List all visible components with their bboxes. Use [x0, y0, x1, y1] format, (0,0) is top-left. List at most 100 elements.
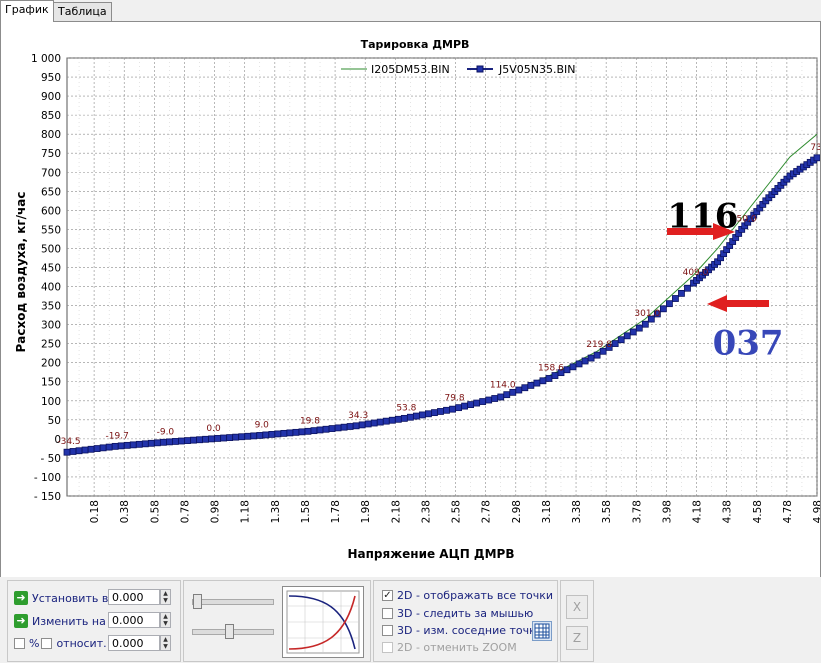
option-cancel-zoom[interactable]: 2D - отменить ZOOM [382, 641, 517, 654]
tab-table[interactable]: Таблица [53, 2, 112, 21]
series-point-J5V05N35.BIN [69, 448, 77, 455]
percent-checkbox[interactable] [14, 638, 25, 649]
series-point-J5V05N35.BIN [238, 433, 246, 441]
x-tick-label: 4.18 [692, 500, 704, 523]
series-point-J5V05N35.BIN [304, 427, 312, 435]
x-tick-label: 0.98 [210, 500, 222, 523]
y-tick-label: 950 [41, 72, 61, 84]
series-point-J5V05N35.BIN [629, 328, 637, 336]
series-point-J5V05N35.BIN [653, 310, 661, 318]
series-point-J5V05N35.BIN [611, 340, 619, 347]
option-edit-neighbors-checkbox[interactable] [382, 625, 393, 636]
series-point-J5V05N35.BIN [220, 434, 228, 442]
series-point-J5V05N35.BIN [617, 336, 625, 344]
x-tick-label: 0.78 [179, 500, 191, 523]
chart-panel: Тарировка ДМРВ Напряжение АЦП ДМРВ Расхо… [0, 21, 821, 578]
series-point-J5V05N35.BIN [406, 413, 414, 421]
relative-checkbox[interactable] [41, 638, 53, 649]
data-label: 19.8 [300, 416, 320, 426]
series-point-J5V05N35.BIN [497, 393, 505, 401]
x-tick-label: 3.58 [601, 500, 613, 523]
option-show-all-points[interactable]: ✓ 2D - отображать все точки [382, 589, 553, 602]
set-arrow-icon[interactable]: ➜ [14, 591, 28, 605]
x-tick-label: 4.38 [722, 500, 734, 523]
option-follow-mouse-checkbox[interactable] [382, 608, 393, 619]
series-point-J5V05N35.BIN [443, 406, 450, 414]
series-point-J5V05N35.BIN [334, 424, 342, 432]
annotation-037: 037 [713, 323, 784, 363]
y-tick-label: - 150 [34, 491, 61, 503]
y-tick-label: 200 [41, 358, 61, 370]
series-point-J5V05N35.BIN [358, 421, 366, 429]
y-tick-label: 450 [41, 262, 61, 274]
series-point-J5V05N35.BIN [581, 357, 589, 365]
series-point-J5V05N35.BIN [328, 425, 336, 432]
curve-preview-button[interactable] [282, 586, 364, 658]
series-point-J5V05N35.BIN [298, 428, 306, 436]
rotation-slider[interactable] [192, 594, 274, 609]
series-point-J5V05N35.BIN [202, 435, 209, 443]
y-tick-label: 100 [41, 396, 61, 408]
option-show-all-points-checkbox[interactable]: ✓ [382, 590, 393, 601]
data-label: 53.8 [396, 403, 416, 413]
y-tick-label: 750 [41, 148, 61, 160]
change-by-spinner[interactable]: ▲ ▼ [160, 612, 171, 628]
change-by-input[interactable]: 0.000 [108, 612, 160, 628]
set-to-spinner[interactable]: ▲ ▼ [160, 589, 171, 605]
series-point-J5V05N35.BIN [141, 440, 149, 448]
x-tick-label: 1.38 [270, 500, 282, 523]
change-arrow-icon[interactable]: ➜ [14, 614, 28, 628]
series-point-J5V05N35.BIN [274, 430, 282, 438]
y-tick-label: 600 [41, 205, 61, 217]
x-tick-label: 4.78 [782, 500, 794, 523]
data-label: -34.5 [57, 437, 80, 447]
data-label: 158.6 [538, 363, 564, 373]
series-point-J5V05N35.BIN [491, 395, 499, 402]
calibration-chart[interactable]: Тарировка ДМРВ Напряжение АЦП ДМРВ Расхо… [1, 22, 820, 577]
chart-title: Тарировка ДМРВ [361, 38, 470, 51]
grid-table-button[interactable] [532, 621, 552, 641]
x-tick-label: 3.38 [571, 500, 583, 523]
series-point-J5V05N35.BIN [346, 423, 354, 430]
series-point-J5V05N35.BIN [184, 437, 191, 444]
z-axis-button[interactable]: Z [566, 626, 588, 650]
change-by-label: Изменить на [32, 614, 106, 628]
series-point-J5V05N35.BIN [370, 419, 378, 427]
series-point-J5V05N35.BIN [503, 391, 511, 399]
y-tick-label: - 100 [34, 472, 61, 484]
data-label: 114.0 [490, 380, 516, 390]
red-arrow-right [667, 223, 735, 240]
series-point-J5V05N35.BIN [449, 405, 456, 413]
option-edit-neighbors[interactable]: 3D - изм. соседние точки [382, 624, 543, 637]
option-follow-mouse[interactable]: 3D - следить за мышью [382, 607, 533, 620]
series-point-J5V05N35.BIN [256, 432, 264, 439]
tab-graph[interactable]: График [0, 0, 54, 22]
y-axis-label: Расход воздуха, кг/час [14, 191, 28, 352]
series-point-J5V05N35.BIN [376, 418, 384, 426]
set-to-input[interactable]: 0.000 [108, 589, 160, 605]
elevation-slider[interactable] [192, 624, 274, 639]
data-label: -19.7 [106, 431, 129, 441]
relative-spinner[interactable]: ▲ ▼ [160, 635, 171, 651]
series-point-J5V05N35.BIN [190, 436, 197, 444]
series-point-J5V05N35.BIN [364, 420, 372, 428]
option-cancel-zoom-checkbox[interactable] [382, 642, 393, 653]
x-axis-button[interactable]: X [566, 595, 588, 619]
x-tick-label: 3.18 [541, 500, 553, 523]
series-point-J5V05N35.BIN [527, 382, 535, 389]
x-tick-label: 4.98 [812, 500, 820, 523]
series-point-J5V05N35.BIN [232, 433, 240, 441]
series-point-J5V05N35.BIN [244, 432, 252, 440]
series-point-J5V05N35.BIN [545, 375, 553, 382]
series-point-J5V05N35.BIN [437, 408, 444, 415]
rotation-slider-thumb[interactable] [193, 594, 202, 609]
elevation-slider-thumb[interactable] [225, 624, 234, 639]
y-tick-label: 400 [41, 282, 61, 294]
relative-input[interactable]: 0.000 [108, 635, 160, 651]
series-point-J5V05N35.BIN [575, 360, 583, 368]
series-point-J5V05N35.BIN [473, 399, 481, 407]
series-point-J5V05N35.BIN [569, 363, 577, 371]
y-tick-label: 900 [41, 91, 61, 103]
series-point-J5V05N35.BIN [105, 443, 113, 451]
series-point-J5V05N35.BIN [467, 401, 475, 408]
